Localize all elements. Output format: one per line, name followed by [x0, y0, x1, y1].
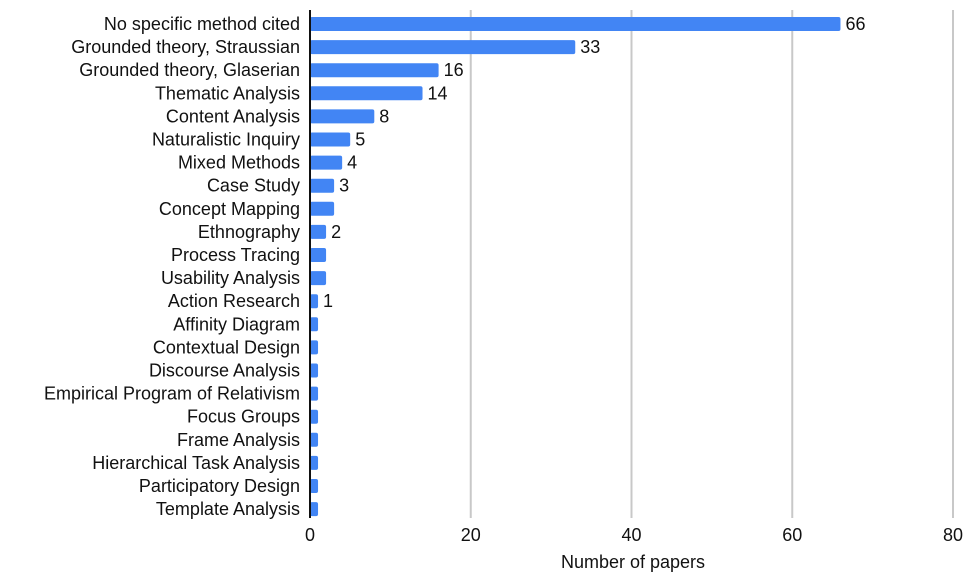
category-label: Template Analysis — [156, 499, 300, 519]
bar — [310, 86, 423, 101]
x-tick-label: 0 — [305, 525, 315, 545]
category-label: Discourse Analysis — [149, 361, 300, 381]
bar — [310, 502, 319, 517]
bar — [310, 155, 343, 170]
value-label: 16 — [444, 60, 464, 80]
value-label: 3 — [339, 176, 349, 196]
category-label: Focus Groups — [187, 407, 300, 427]
bar — [310, 340, 319, 355]
category-label: Hierarchical Task Analysis — [92, 453, 300, 473]
category-label: Grounded theory, Straussian — [71, 37, 300, 57]
category-label: No specific method cited — [104, 14, 300, 34]
bar — [310, 409, 319, 424]
category-label: Grounded theory, Glaserian — [79, 60, 300, 80]
value-label: 1 — [323, 291, 333, 311]
category-label: Ethnography — [198, 222, 300, 242]
gridlines — [469, 10, 954, 518]
value-label: 66 — [845, 14, 865, 34]
category-label: Case Study — [207, 176, 300, 196]
bar — [310, 248, 327, 262]
bar — [310, 455, 319, 470]
value-label: 4 — [347, 153, 357, 173]
value-label: 14 — [428, 83, 448, 103]
x-tick-label: 20 — [461, 525, 481, 545]
bars — [310, 17, 841, 517]
value-label: 2 — [331, 222, 341, 242]
category-labels: No specific method cited Grounded theory,… — [44, 14, 300, 519]
category-label: Participatory Design — [139, 476, 300, 496]
bar — [310, 432, 319, 447]
value-label: 5 — [355, 130, 365, 150]
category-label: Affinity Diagram — [173, 314, 300, 334]
bar — [310, 132, 351, 147]
bar — [310, 40, 576, 55]
x-tick-label: 40 — [621, 525, 641, 545]
bar — [310, 63, 439, 78]
bar — [310, 178, 335, 193]
category-label: Empirical Program of Relativism — [44, 384, 300, 404]
bar — [310, 363, 319, 378]
x-axis-title: Number of papers — [561, 552, 705, 572]
category-label: Contextual Design — [153, 337, 300, 357]
category-label: Frame Analysis — [177, 430, 300, 450]
category-label: Action Research — [168, 291, 300, 311]
category-label: Mixed Methods — [178, 153, 300, 173]
bar — [310, 479, 319, 493]
category-label: Naturalistic Inquiry — [152, 130, 300, 150]
x-tick-labels: 0 20 40 60 80 — [305, 525, 963, 545]
bar — [310, 224, 327, 239]
category-label: Thematic Analysis — [155, 83, 300, 103]
bar — [310, 109, 375, 124]
value-label: 33 — [580, 37, 600, 57]
bar — [310, 271, 327, 286]
value-label: 8 — [379, 106, 389, 126]
bar — [310, 317, 319, 332]
x-tick-label: 60 — [782, 525, 802, 545]
category-label: Usability Analysis — [161, 268, 300, 288]
category-label: Concept Mapping — [159, 199, 300, 219]
bar — [310, 201, 335, 216]
x-tick-label: 80 — [943, 525, 963, 545]
bar — [310, 17, 841, 31]
bar — [310, 294, 319, 309]
category-label: Process Tracing — [171, 245, 300, 265]
value-labels: 66 33 16 14 85 4 3 2 1 — [323, 14, 865, 311]
bar — [310, 386, 319, 401]
category-label: Content Analysis — [166, 106, 300, 126]
